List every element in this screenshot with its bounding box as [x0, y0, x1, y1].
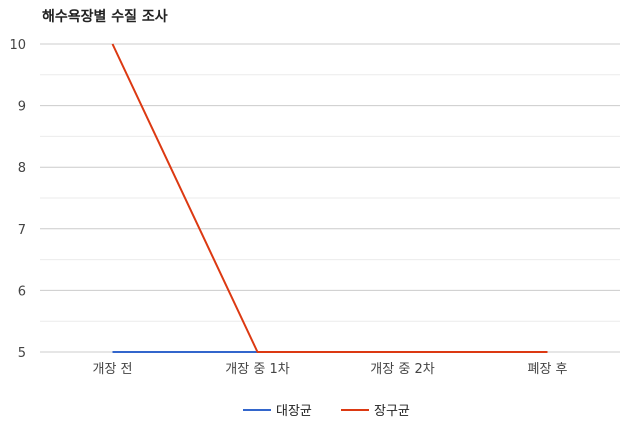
y-axis-ticks: 5 6 7 8 9 10: [9, 38, 26, 361]
gridlines: [40, 43, 620, 353]
x-tick-label: 폐장 후: [527, 362, 567, 377]
series-lines: [111, 43, 548, 353]
x-tick-label: 개장 중 2차: [370, 362, 434, 377]
y-tick-label: 7: [18, 223, 26, 238]
legend: 대장균 장구균: [243, 404, 410, 419]
x-tick-label: 개장 전: [92, 362, 132, 377]
y-tick-label: 10: [9, 38, 26, 53]
legend-label: 장구균: [374, 404, 410, 419]
x-axis-ticks: 개장 전 개장 중 1차 개장 중 2차 폐장 후: [92, 362, 567, 377]
y-tick-label: 9: [18, 100, 26, 115]
y-tick-label: 8: [18, 161, 26, 176]
y-tick-label: 5: [18, 346, 26, 361]
legend-label: 대장균: [276, 404, 312, 419]
x-tick-label: 개장 중 1차: [225, 362, 289, 377]
series-line-2: [111, 43, 548, 353]
y-tick-label: 6: [18, 284, 26, 299]
chart-title: 해수욕장별 수질 조사: [42, 9, 168, 25]
